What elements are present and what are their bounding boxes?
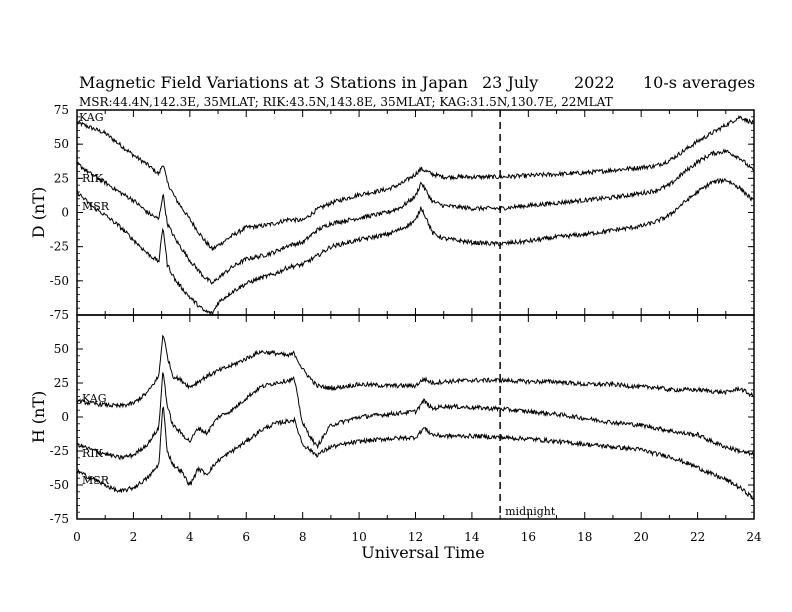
x-tick-label: 0 [73, 530, 81, 544]
series-line [76, 406, 755, 500]
station-label: MSR [82, 474, 110, 487]
x-tick-label: 20 [634, 530, 649, 544]
y-tick-label: -75 [50, 308, 69, 322]
x-tick-label: 2 [130, 530, 138, 544]
x-tick-label: 8 [299, 530, 307, 544]
station-label: RIK [82, 172, 104, 185]
y-tick-label: -50 [50, 274, 69, 288]
x-tick-label: 12 [408, 530, 423, 544]
y-tick-label: -25 [50, 240, 69, 254]
y-tick-label: 75 [54, 103, 69, 117]
chart-date: 23 July [482, 73, 538, 92]
station-label: RIK [82, 447, 104, 460]
y-axis-label: H (nT) [29, 391, 48, 444]
chart-subtitle: MSR:44.4N,142.3E, 35MLAT; RIK:43.5N,143.… [79, 95, 613, 109]
panel-frame [76, 314, 755, 520]
chart-year: 2022 [574, 73, 615, 92]
chart-panels: -75 -50 -25 0 25 50 75 D (nT) KAG RIK MSR -75 -50 -25… [29, 103, 762, 544]
x-tick-label: 16 [521, 530, 536, 544]
x-tick-label: 24 [746, 530, 762, 544]
y-tick-label: -50 [50, 478, 69, 492]
x-tick-label: 6 [242, 530, 250, 544]
station-label: KAG [82, 392, 107, 405]
station-label: KAG [79, 111, 104, 124]
y-tick-label: 0 [61, 410, 69, 424]
x-tick-label: 10 [351, 530, 366, 544]
chart-averaging: 10-s averages [643, 73, 755, 92]
y-tick-label: -75 [50, 512, 69, 526]
series-line [76, 148, 755, 285]
series-line [76, 114, 755, 251]
y-tick-label: 25 [54, 171, 69, 185]
y-axis-label: D (nT) [29, 187, 48, 238]
x-axis-label: Universal Time [361, 543, 484, 562]
y-tick-label: 50 [54, 342, 69, 356]
series-line [76, 177, 755, 316]
chart-title: Magnetic Field Variations at 3 Stations … [79, 73, 468, 92]
midnight-label: midnight [505, 505, 556, 518]
series-line [76, 334, 755, 409]
y-tick-label: -25 [50, 444, 69, 458]
x-tick-label: 22 [690, 530, 705, 544]
y-tick-label: 50 [54, 137, 69, 151]
y-tick-label: 0 [61, 206, 69, 220]
series-line [76, 372, 755, 461]
x-tick-label: 14 [464, 530, 480, 544]
y-tick-label: 25 [54, 376, 69, 390]
x-tick-label: 4 [186, 530, 194, 544]
x-tick-label: 18 [577, 530, 592, 544]
station-label: MSR [82, 200, 110, 213]
